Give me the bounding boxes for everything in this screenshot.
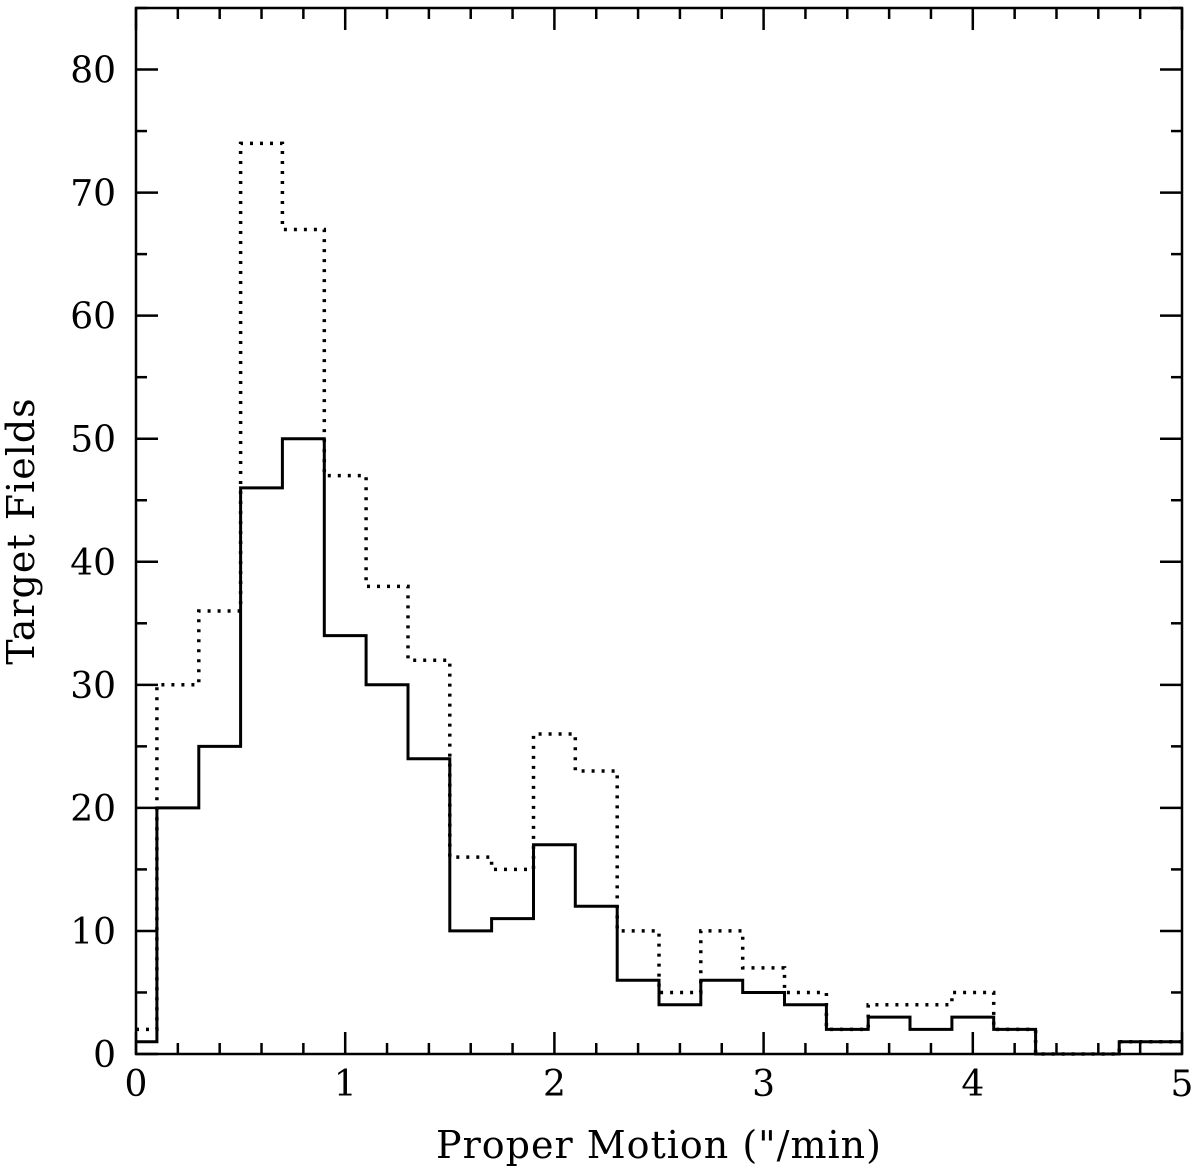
plot-frame — [134, 6, 1184, 1056]
y-axis-label: Target Fields — [0, 397, 43, 664]
y-tick-label: 20 — [70, 789, 116, 830]
x-tick-label: 1 — [334, 1064, 357, 1105]
x-tick-label: 5 — [1171, 1064, 1194, 1105]
y-tick-label: 0 — [93, 1035, 116, 1076]
x-tick-label: 2 — [543, 1064, 566, 1105]
axis-ticks — [134, 6, 1184, 1056]
series-dotted-line — [136, 141, 1182, 1056]
x-axis-label: Proper Motion ("/min) — [436, 1123, 882, 1167]
y-tick-label: 60 — [70, 297, 116, 338]
y-tick-label: 50 — [70, 420, 116, 461]
x-tick-label: 4 — [961, 1064, 984, 1105]
x-tick-label: 3 — [752, 1064, 775, 1105]
series-layer — [136, 141, 1182, 1056]
y-tick-label: 70 — [70, 174, 116, 215]
y-tick-label: 30 — [70, 666, 116, 707]
y-tick-label: 80 — [70, 51, 116, 92]
x-tick-label: 0 — [125, 1064, 148, 1105]
y-tick-label: 10 — [70, 912, 116, 953]
y-tick-label: 40 — [70, 543, 116, 584]
series-solid-line — [136, 437, 1182, 1056]
